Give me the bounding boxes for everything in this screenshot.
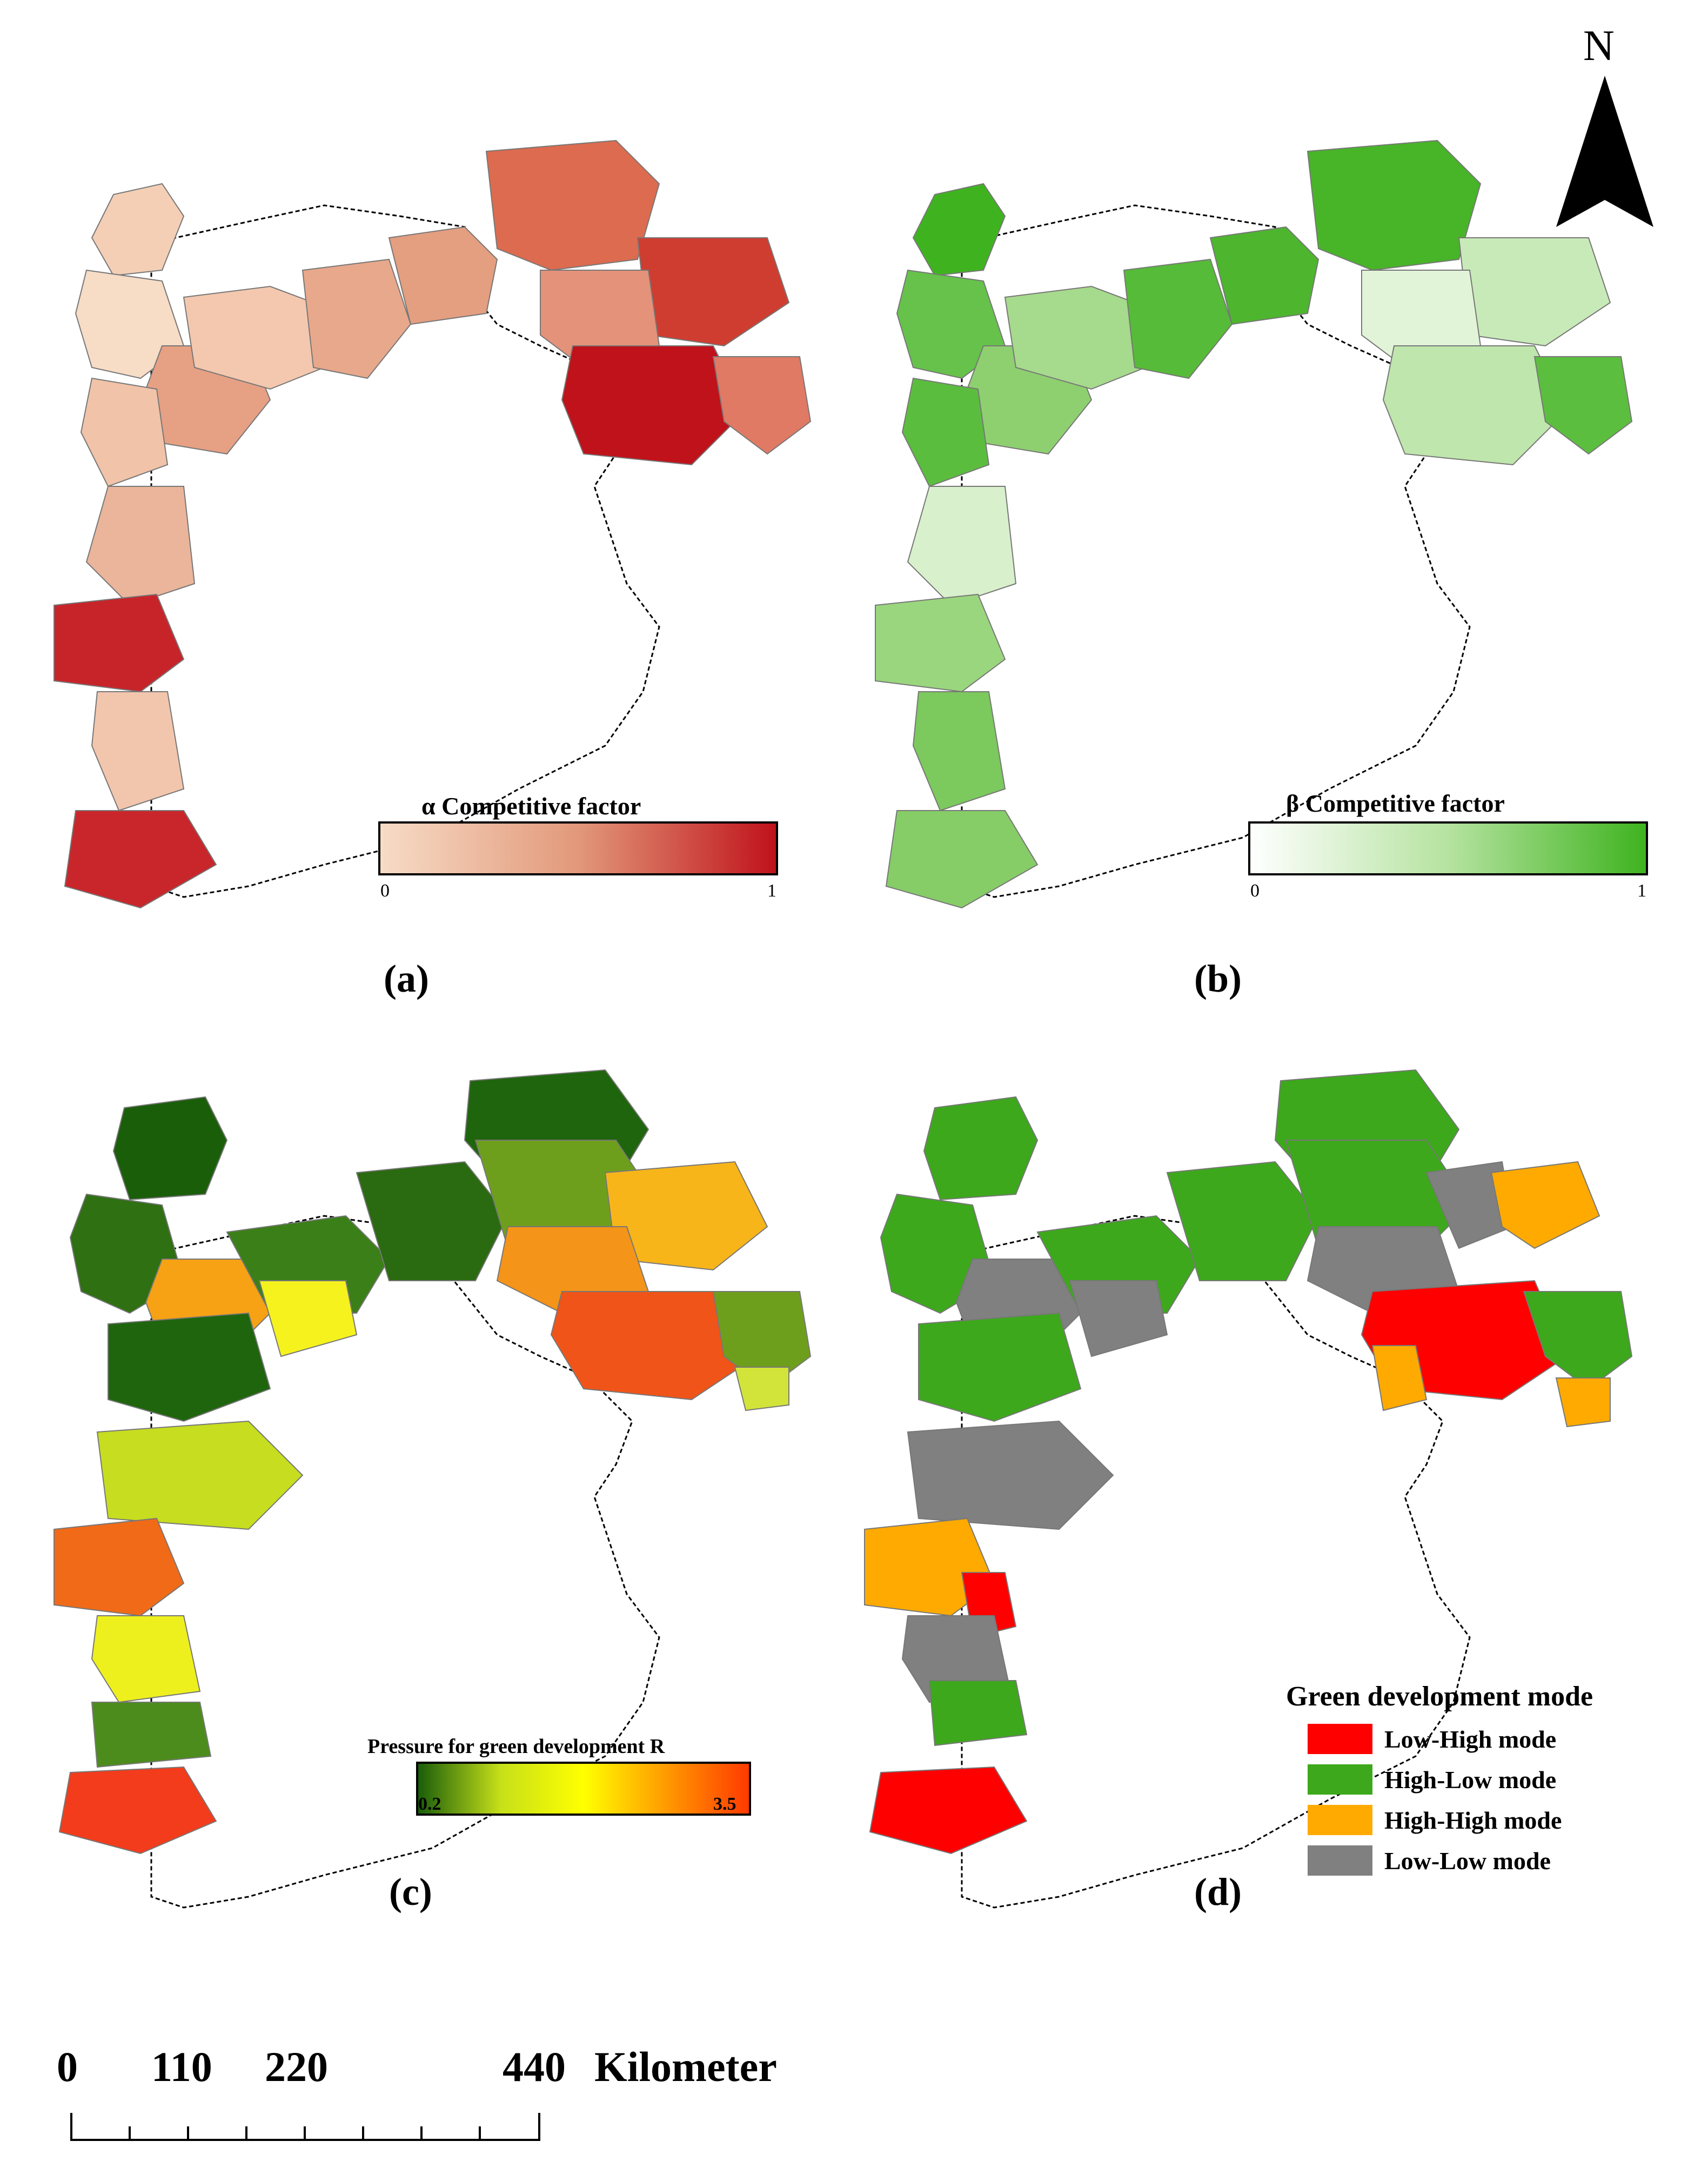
legend-ramp-a	[378, 821, 778, 875]
region-outline	[150, 204, 660, 898]
region-southwest-2	[875, 593, 1006, 693]
region-northeast-3	[1490, 1161, 1600, 1249]
region-east-4	[734, 1367, 789, 1411]
scale-tick-440: 440	[503, 2043, 566, 2090]
legend-max-b: 1	[1637, 881, 1646, 901]
legend-label-low-high: Low-High mode	[1384, 1725, 1557, 1753]
map-a-graphic	[53, 139, 812, 909]
scale-bar-graphic	[70, 2113, 540, 2141]
region-center-2	[1123, 258, 1233, 379]
legend-item-high-high: High-High mode	[1308, 1805, 1562, 1835]
region-east-3	[1523, 1291, 1633, 1390]
region-east-5	[1371, 1345, 1428, 1411]
region-center-3	[918, 1312, 1082, 1422]
region-northwest	[112, 1096, 228, 1201]
region-northeast-2	[1458, 237, 1611, 347]
scale-tick-220: 220	[265, 2043, 328, 2090]
legend-title-a: α Competitive factor	[421, 792, 641, 820]
panel-c-map: Pressure for green development R 0.2 3.5	[22, 1054, 865, 1972]
region-southwest-2	[53, 593, 185, 693]
scale-bar: 0 110 220 440 Kilometer	[54, 2043, 811, 2162]
region-center-3	[108, 1312, 271, 1422]
region-south-2	[53, 1517, 185, 1617]
map-b-graphic	[875, 139, 1633, 909]
north-arrow: N	[1551, 22, 1659, 227]
region-center-2	[302, 258, 412, 379]
region-south-1	[96, 1420, 304, 1530]
region-northeast-2	[637, 237, 790, 347]
region-northwest	[912, 183, 1006, 277]
legend-ramp-b	[1248, 821, 1648, 875]
region-south-2	[64, 810, 217, 909]
panel-label-c: (c)	[389, 1870, 432, 1913]
panel-label-d: (d)	[1194, 1870, 1242, 1913]
region-center-2	[1166, 1161, 1319, 1281]
region-south-1	[912, 691, 1006, 812]
region-west-3	[901, 377, 990, 487]
region-center-4	[258, 1280, 358, 1357]
region-southwest-1	[907, 486, 1017, 606]
legend-title-d: Green development mode	[1286, 1681, 1593, 1712]
region-east-3	[712, 356, 812, 455]
panel-label-a: (a)	[384, 957, 429, 1000]
scale-unit: Kilometer	[594, 2043, 777, 2090]
panel-a-map: α Competitive factor 0 1	[22, 43, 865, 962]
region-east-4	[1555, 1377, 1611, 1428]
region-east-2	[561, 345, 747, 466]
region-west-3	[80, 377, 169, 487]
map-c-graphic	[53, 1069, 812, 1909]
scale-tick-0: 0	[57, 2043, 78, 2090]
region-outline	[961, 204, 1471, 898]
legend-swatch-low-low	[1308, 1845, 1372, 1876]
region-south-4	[91, 1702, 212, 1768]
panel-b-map: β Competitive factor 0 1	[854, 43, 1697, 962]
region-east-3	[1533, 356, 1633, 455]
north-arrow-icon	[1556, 76, 1653, 227]
scale-tick-110: 110	[151, 2043, 212, 2090]
region-south-3	[91, 1615, 201, 1703]
region-northwest	[923, 1096, 1039, 1201]
panel-d-map: Green development mode Low-High mode Hig…	[854, 1054, 1697, 1972]
legend-label-high-high: High-High mode	[1384, 1806, 1562, 1834]
region-south-1	[907, 1420, 1114, 1530]
region-northeast-1	[1307, 139, 1482, 271]
legend-swatch-high-high	[1308, 1805, 1372, 1835]
region-southwest-1	[85, 486, 196, 606]
region-south-5	[928, 1680, 1028, 1747]
region-south-5	[58, 1766, 217, 1855]
region-northwest	[91, 183, 185, 277]
region-center-3	[388, 226, 498, 325]
legend-item-low-low: Low-Low mode	[1308, 1845, 1551, 1876]
legend-title-b: β Competitive factor	[1286, 789, 1505, 817]
region-south-1	[91, 691, 185, 812]
region-south-2	[885, 810, 1039, 909]
legend-min-c: 0.2	[418, 1794, 441, 1814]
region-west-1	[896, 269, 1006, 379]
legend-max-c: 3.5	[713, 1794, 736, 1814]
legend-title-c: Pressure for green development R	[367, 1735, 665, 1758]
region-west-1	[75, 269, 185, 379]
legend-label-high-low: High-Low mode	[1384, 1765, 1557, 1794]
region-northeast-1	[1285, 1140, 1471, 1249]
legend-swatch-low-high	[1308, 1724, 1372, 1754]
legend-max-a: 1	[767, 881, 776, 901]
legend-swatch-high-low	[1308, 1764, 1372, 1795]
north-label: N	[1583, 22, 1615, 70]
map-d-graphic	[864, 1069, 1633, 1909]
panel-label-b: (b)	[1194, 957, 1242, 1000]
legend-min-a: 0	[380, 881, 390, 901]
region-south-6	[869, 1766, 1028, 1855]
region-center-2	[356, 1161, 509, 1281]
legend-item-high-low: High-Low mode	[1308, 1764, 1556, 1795]
legend-ramp-c	[416, 1762, 751, 1816]
region-east-2	[1382, 345, 1568, 466]
region-northeast-1	[485, 139, 660, 271]
legend-label-low-low: Low-Low mode	[1384, 1846, 1551, 1875]
legend-item-low-high: Low-High mode	[1308, 1724, 1556, 1754]
legend-min-b: 0	[1250, 881, 1260, 901]
region-center-3	[1209, 226, 1319, 325]
region-center-4	[1069, 1280, 1168, 1357]
